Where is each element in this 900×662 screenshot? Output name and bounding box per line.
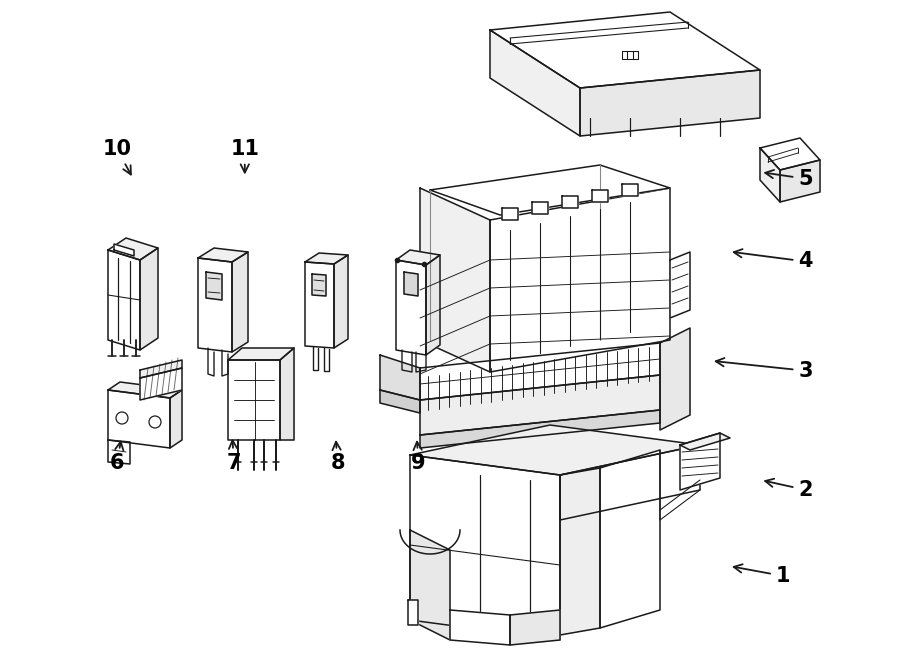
Polygon shape: [622, 184, 638, 196]
Polygon shape: [380, 355, 420, 400]
Polygon shape: [312, 274, 326, 296]
Polygon shape: [140, 248, 158, 350]
Polygon shape: [760, 148, 780, 202]
Polygon shape: [108, 382, 182, 398]
Polygon shape: [232, 252, 248, 352]
Polygon shape: [198, 258, 232, 352]
Text: 5: 5: [765, 169, 813, 189]
Polygon shape: [426, 255, 440, 355]
Polygon shape: [510, 610, 560, 645]
Polygon shape: [334, 255, 348, 348]
Polygon shape: [280, 348, 294, 440]
Polygon shape: [420, 343, 660, 400]
Polygon shape: [410, 530, 450, 640]
Polygon shape: [592, 190, 608, 202]
Text: 11: 11: [230, 139, 259, 173]
Polygon shape: [670, 252, 690, 318]
Text: 6: 6: [110, 442, 124, 473]
Polygon shape: [206, 272, 222, 300]
Polygon shape: [490, 188, 670, 372]
Polygon shape: [305, 253, 348, 264]
Polygon shape: [396, 260, 426, 355]
Polygon shape: [198, 248, 248, 262]
Polygon shape: [580, 70, 760, 136]
Polygon shape: [228, 360, 280, 440]
Polygon shape: [140, 368, 182, 400]
Polygon shape: [380, 390, 420, 413]
Polygon shape: [140, 360, 182, 378]
Polygon shape: [420, 375, 660, 435]
Polygon shape: [108, 390, 170, 448]
Polygon shape: [532, 202, 548, 214]
Polygon shape: [404, 272, 418, 296]
Polygon shape: [450, 610, 510, 645]
Polygon shape: [108, 440, 130, 464]
Polygon shape: [562, 196, 578, 208]
Polygon shape: [108, 250, 140, 350]
Polygon shape: [170, 390, 182, 448]
Polygon shape: [502, 208, 518, 220]
Polygon shape: [114, 244, 134, 256]
Polygon shape: [430, 165, 670, 215]
Polygon shape: [410, 455, 560, 640]
Polygon shape: [660, 328, 690, 430]
Text: 8: 8: [330, 442, 345, 473]
Polygon shape: [680, 433, 720, 490]
Text: 7: 7: [227, 440, 241, 473]
Polygon shape: [560, 468, 600, 635]
Text: 3: 3: [716, 358, 813, 381]
Polygon shape: [490, 30, 580, 136]
Polygon shape: [408, 600, 418, 625]
Text: 4: 4: [734, 249, 813, 271]
Polygon shape: [396, 250, 440, 265]
Polygon shape: [600, 450, 660, 628]
Polygon shape: [420, 410, 660, 448]
Text: 10: 10: [103, 139, 131, 175]
Polygon shape: [108, 238, 158, 260]
Polygon shape: [410, 425, 700, 475]
Text: 1: 1: [734, 564, 790, 586]
Polygon shape: [420, 188, 490, 372]
Polygon shape: [680, 433, 730, 450]
Polygon shape: [560, 445, 700, 520]
Polygon shape: [305, 262, 334, 348]
Text: 9: 9: [411, 442, 426, 473]
Polygon shape: [780, 160, 820, 202]
Polygon shape: [490, 12, 760, 88]
Polygon shape: [228, 348, 294, 360]
Text: 2: 2: [765, 479, 813, 500]
Polygon shape: [760, 138, 820, 170]
